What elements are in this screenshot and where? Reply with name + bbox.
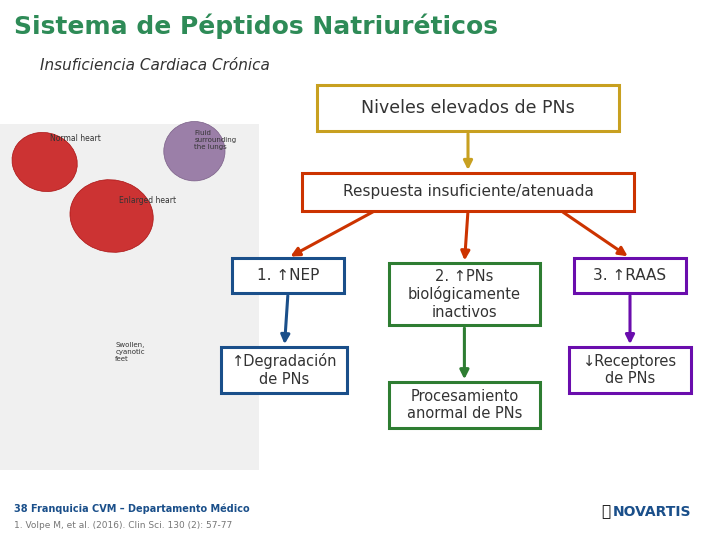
- Ellipse shape: [164, 122, 225, 181]
- Text: Enlarged heart: Enlarged heart: [119, 196, 176, 205]
- FancyBboxPatch shape: [389, 382, 540, 428]
- Text: 38 Franquicia CVM – Departamento Médico: 38 Franquicia CVM – Departamento Médico: [14, 504, 250, 514]
- Text: 2. ↑PNs
biológicamente
inactivos: 2. ↑PNs biológicamente inactivos: [408, 269, 521, 320]
- Text: Insuficiencia Cardiaca Crónica: Insuficiencia Cardiaca Crónica: [40, 58, 269, 73]
- Text: Fluid
surrounding
the lungs: Fluid surrounding the lungs: [194, 130, 237, 150]
- FancyBboxPatch shape: [232, 258, 344, 293]
- Text: 1. ↑NEP: 1. ↑NEP: [257, 268, 319, 283]
- Ellipse shape: [70, 180, 153, 252]
- FancyBboxPatch shape: [569, 347, 691, 393]
- FancyBboxPatch shape: [575, 258, 685, 293]
- FancyBboxPatch shape: [389, 263, 540, 325]
- Text: Respuesta insuficiente/atenuada: Respuesta insuficiente/atenuada: [343, 184, 593, 199]
- FancyBboxPatch shape: [222, 347, 347, 393]
- Text: ↓Receptores
de PNs: ↓Receptores de PNs: [583, 354, 677, 386]
- FancyBboxPatch shape: [317, 85, 619, 131]
- Text: Procesamiento
anormal de PNs: Procesamiento anormal de PNs: [407, 389, 522, 421]
- Text: ↑Degradación
de PNs: ↑Degradación de PNs: [232, 353, 337, 387]
- Text: 3. ↑RAAS: 3. ↑RAAS: [593, 268, 667, 283]
- Ellipse shape: [12, 132, 77, 192]
- FancyBboxPatch shape: [0, 124, 259, 470]
- FancyBboxPatch shape: [302, 173, 634, 211]
- Text: Niveles elevados de PNs: Niveles elevados de PNs: [361, 99, 575, 117]
- Text: Normal heart: Normal heart: [50, 134, 102, 143]
- Text: 🔥: 🔥: [601, 504, 611, 519]
- Text: Sistema de Péptidos Natriuréticos: Sistema de Péptidos Natriuréticos: [14, 14, 498, 39]
- Text: 1. Volpe M, et al. (2016). Clin Sci. 130 (2): 57-77: 1. Volpe M, et al. (2016). Clin Sci. 130…: [14, 521, 233, 530]
- Text: NOVARTIS: NOVARTIS: [613, 505, 691, 519]
- Text: Swollen,
cyanotic
feet: Swollen, cyanotic feet: [115, 342, 145, 362]
